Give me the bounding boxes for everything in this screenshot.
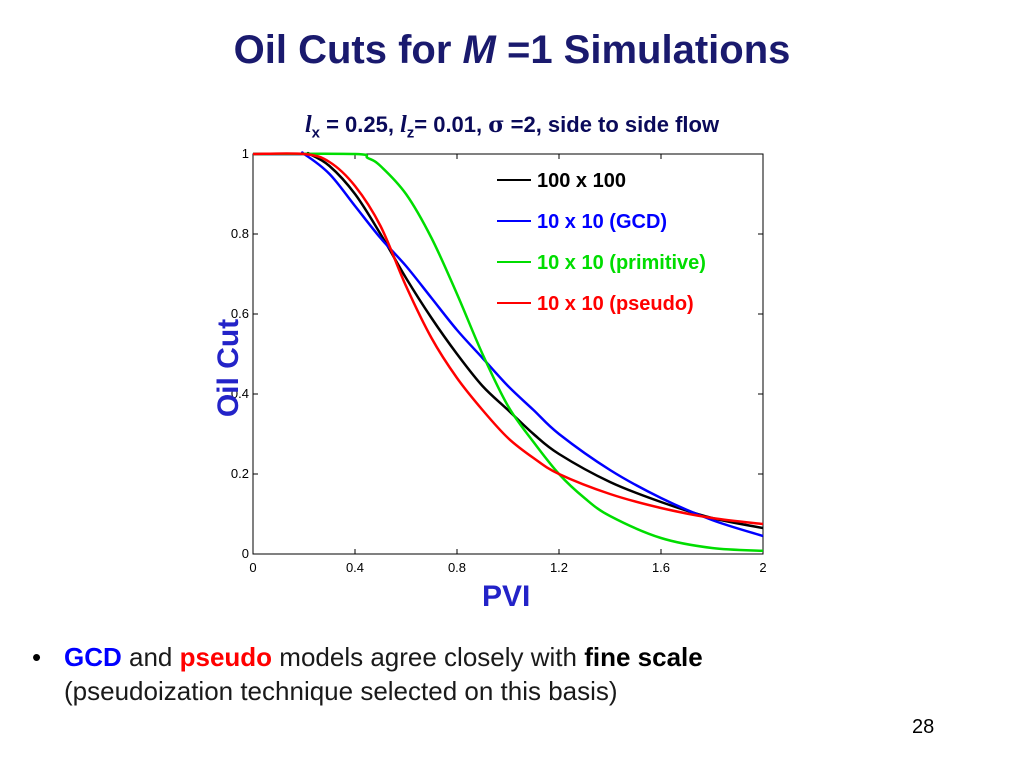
bullet-text-3: (pseudoization technique selected on thi… bbox=[64, 676, 618, 706]
y-tick-label: 0 bbox=[242, 546, 249, 561]
series-line-0 bbox=[252, 151, 764, 530]
subtitle-text-1: = 0.25, bbox=[319, 112, 401, 137]
series-line-1 bbox=[252, 151, 764, 538]
y-axis-label: Oil Cut bbox=[212, 318, 246, 418]
title-text-end: =1 Simulations bbox=[495, 28, 791, 72]
bullet-gcd: GCD bbox=[64, 642, 122, 672]
legend-label-1: 10 x 10 (GCD) bbox=[537, 211, 667, 233]
x-tick-label: 1.2 bbox=[550, 560, 568, 575]
bullet-text-2: models agree closely with bbox=[272, 642, 585, 672]
x-tick-label: 2 bbox=[759, 560, 766, 575]
y-tick-label: 0.8 bbox=[231, 226, 249, 241]
x-tick-label: 0.4 bbox=[346, 560, 364, 575]
x-axis-label: PVI bbox=[482, 580, 531, 613]
bullet-text: GCD and pseudo models agree closely with… bbox=[64, 640, 964, 708]
series-line-2 bbox=[252, 152, 764, 553]
x-tick-label: 1.6 bbox=[652, 560, 670, 575]
y-tick-label: 0.6 bbox=[231, 306, 249, 321]
y-tick-label: 1 bbox=[242, 146, 249, 161]
legend-label-2: 10 x 10 (primitive) bbox=[537, 252, 706, 274]
subtitle-text-3: =2, side to side flow bbox=[504, 112, 720, 137]
chart-subtitle: lx = 0.25, lz= 0.01, σ =2, side to side … bbox=[0, 112, 1024, 141]
subtitle-sub-x: x bbox=[311, 124, 320, 142]
bullet-icon: • bbox=[32, 642, 42, 672]
y-tick-label: 0.2 bbox=[231, 466, 249, 481]
subtitle-text-2: = 0.01, bbox=[414, 112, 489, 137]
y-tick-label: 0.4 bbox=[231, 386, 249, 401]
subtitle-sigma: σ bbox=[488, 112, 505, 138]
subtitle-sub-z: z bbox=[406, 124, 415, 142]
bullet-fine-scale: fine scale bbox=[584, 642, 703, 672]
slide-title: Oil Cuts for M =1 Simulations bbox=[0, 28, 1024, 73]
legend-label-0: 100 x 100 bbox=[537, 170, 626, 192]
x-tick-label: 0 bbox=[249, 560, 256, 575]
legend-label-3: 10 x 10 (pseudo) bbox=[537, 293, 694, 315]
bullet-pseudo: pseudo bbox=[179, 642, 273, 672]
bullet-text-1: and bbox=[121, 642, 180, 672]
x-tick-label: 0.8 bbox=[448, 560, 466, 575]
subtitle-lz: l bbox=[400, 112, 407, 138]
plot-area bbox=[252, 153, 764, 555]
title-text: Oil Cuts for bbox=[233, 28, 463, 72]
page-number: 28 bbox=[912, 716, 935, 738]
subtitle-lx: l bbox=[304, 112, 312, 138]
series-line-3 bbox=[252, 152, 764, 526]
title-variable: M bbox=[462, 28, 496, 72]
